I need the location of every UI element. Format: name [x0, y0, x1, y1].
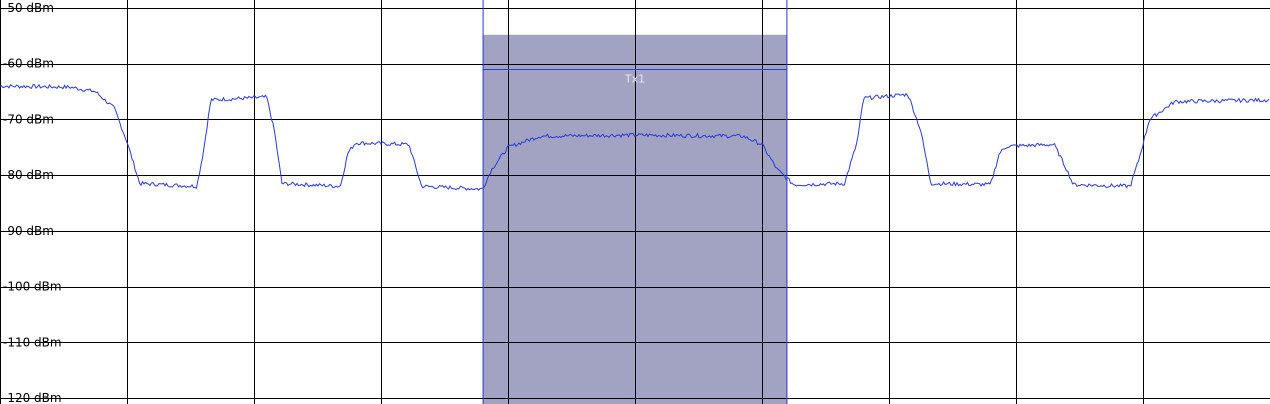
y-tick-label: -110 dBm — [3, 335, 62, 349]
y-tick-label: -70 dBm — [3, 112, 54, 126]
y-tick-label: -60 dBm — [3, 57, 54, 71]
y-tick-label: -120 dBm — [3, 391, 62, 404]
y-tick-label: -100 dBm — [3, 280, 62, 294]
y-tick-label: -90 dBm — [3, 224, 54, 238]
y-tick-label: -80 dBm — [3, 168, 54, 182]
y-tick-label: -50 dBm — [3, 1, 54, 15]
trace — [0, 83, 1270, 191]
channel-label: Tx1 — [624, 72, 645, 85]
spectrum-trace — [0, 83, 1270, 191]
y-axis-labels: -50 dBm -60 dBm -70 dBm -80 dBm -90 dBm -100 … — [3, 1, 62, 404]
